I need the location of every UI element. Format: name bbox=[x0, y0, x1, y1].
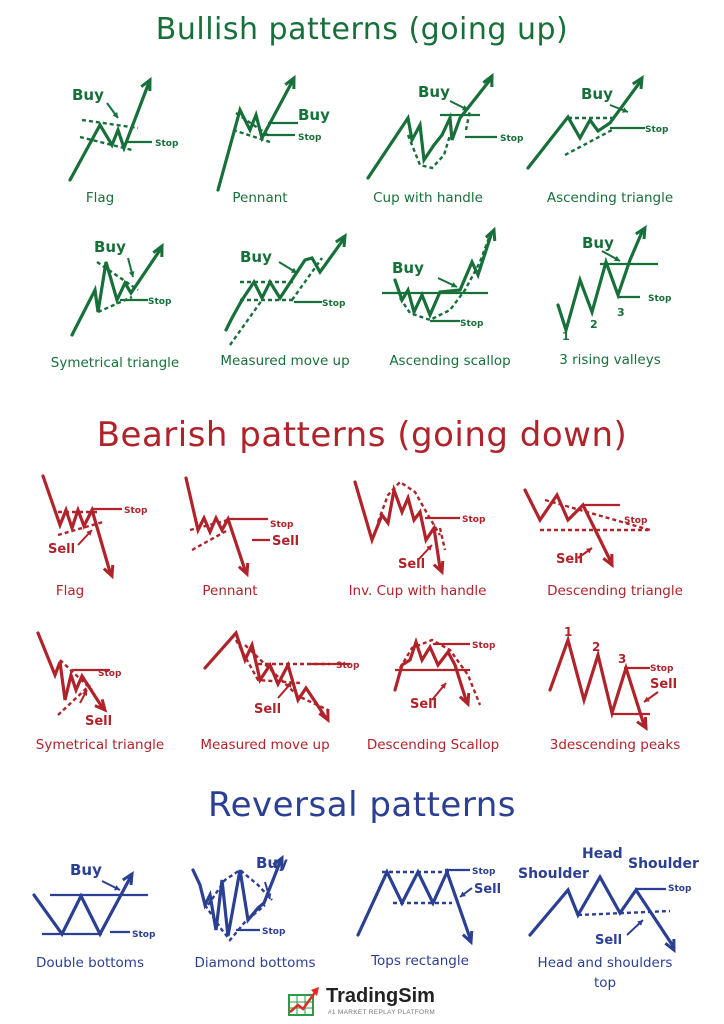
annotation-sell: Sell bbox=[410, 697, 437, 712]
brand-tagline: #1 MARKET REPLAY PLATFORM bbox=[328, 1009, 436, 1016]
annotation-stop: Stop bbox=[270, 520, 294, 530]
annotation-stop: Stop bbox=[668, 884, 692, 894]
annotation-1: 1 bbox=[564, 625, 572, 639]
annotation-stop: Stop bbox=[624, 516, 648, 526]
caption-bull-symmetrical-triangle: Symetrical triangle bbox=[50, 355, 180, 371]
pattern-sketch-bullish-5: Buy Stop bbox=[70, 238, 172, 337]
annotation-stop: Stop bbox=[132, 930, 156, 940]
pattern-sketch-bearish-16: 1 2 3 Stop Sell bbox=[548, 625, 677, 732]
bullish-section-title: Bullish patterns (going up) bbox=[155, 12, 569, 47]
pattern-sketch-reversal-19: Stop Sell bbox=[356, 867, 501, 946]
annotation-shoulder: Shoulder bbox=[518, 866, 589, 882]
annotation-sell: Sell bbox=[474, 882, 501, 897]
annotation-stop: Stop bbox=[462, 515, 486, 525]
caption-rev-double-bottoms: Double bottoms bbox=[36, 955, 144, 971]
annotation-3: 3 bbox=[617, 306, 625, 319]
pattern-sketch-bearish-12: Stop Sell bbox=[523, 488, 651, 569]
caption-bull-measured-move: Measured move up bbox=[220, 353, 350, 369]
annotation-head: Head bbox=[582, 846, 623, 862]
pattern-sketch-reversal-18: Buy Stop bbox=[191, 854, 288, 942]
annotation-stop: Stop bbox=[650, 664, 674, 674]
pattern-sketch-bearish-13: Stop Sell bbox=[36, 631, 122, 729]
annotation-stop: Stop bbox=[500, 134, 524, 144]
annotation-2: 2 bbox=[590, 318, 598, 331]
caption-rev-head-shoulders-line2: top bbox=[593, 975, 617, 991]
annotation-buy: Buy bbox=[298, 106, 330, 124]
annotation-sell: Sell bbox=[272, 534, 299, 549]
annotation-sell: Sell bbox=[595, 933, 622, 948]
annotation-stop: Stop bbox=[298, 133, 322, 143]
annotation-sell: Sell bbox=[48, 542, 75, 557]
chart-arrow-icon bbox=[288, 987, 319, 1016]
caption-rev-head-shoulders: Head and shoulders bbox=[537, 955, 673, 971]
caption-bear-descending-scallop: Descending Scallop bbox=[366, 737, 500, 753]
caption-bear-flag: Flag bbox=[55, 583, 85, 599]
annotation-sell: Sell bbox=[650, 677, 677, 692]
annotation-stop: Stop bbox=[645, 125, 669, 135]
annotation-sell: Sell bbox=[254, 702, 281, 717]
annotation-stop: Stop bbox=[322, 299, 346, 309]
annotation-1: 1 bbox=[562, 330, 570, 343]
annotation-2: 2 bbox=[592, 640, 600, 654]
annotation-buy: Buy bbox=[581, 85, 613, 103]
caption-bull-ascending-scallop: Ascending scallop bbox=[389, 353, 511, 369]
annotation-3: 3 bbox=[618, 652, 626, 666]
annotation-buy: Buy bbox=[94, 238, 126, 256]
annotation-stop: Stop bbox=[155, 139, 179, 149]
annotation-sell: Sell bbox=[398, 557, 425, 572]
reversal-section-title: Reversal patterns bbox=[208, 785, 516, 825]
pattern-sketch-bullish-4: Buy Stop bbox=[526, 75, 669, 170]
annotation-buy: Buy bbox=[70, 861, 102, 879]
caption-bull-rising-valleys: 3 rising valleys bbox=[559, 352, 661, 368]
caption-bear-inv-cup-handle: Inv. Cup with handle bbox=[348, 583, 487, 599]
caption-bear-measured-move: Measured move up bbox=[200, 737, 330, 753]
caption-bear-descending-triangle: Descending triangle bbox=[547, 583, 683, 599]
annotation-sell: Sell bbox=[556, 552, 583, 567]
annotation-stop: Stop bbox=[124, 506, 148, 516]
annotation-buy: Buy bbox=[256, 854, 288, 872]
bearish-section-title: Bearish patterns (going down) bbox=[96, 415, 628, 455]
annotation-stop: Stop bbox=[336, 661, 360, 671]
annotation-buy: Buy bbox=[72, 86, 104, 104]
annotation-stop: Stop bbox=[472, 867, 496, 877]
caption-rev-tops-rectangle: Tops rectangle bbox=[371, 953, 469, 969]
annotation-stop: Stop bbox=[648, 294, 672, 304]
pattern-sketch-bearish-15: Stop Sell bbox=[393, 636, 496, 712]
caption-bull-cup-handle: Cup with handle bbox=[373, 190, 483, 206]
annotation-stop: Stop bbox=[98, 669, 122, 679]
annotation-buy: Buy bbox=[392, 259, 424, 277]
annotation-buy: Buy bbox=[418, 83, 450, 101]
pattern-sketch-bearish-10: Stop Sell bbox=[184, 476, 299, 578]
caption-bull-pennant: Pennant bbox=[232, 190, 288, 206]
pattern-sketch-reversal-17: Buy Stop bbox=[32, 861, 156, 940]
pattern-sketch-bullish-3: Buy Stop bbox=[366, 72, 524, 180]
caption-bull-flag: Flag bbox=[85, 190, 115, 206]
tradingsim-logo: TradingSim #1 MARKET REPLAY PLATFORM bbox=[286, 985, 446, 1021]
caption-bear-symmetrical-triangle: Symetrical triangle bbox=[35, 737, 165, 753]
pattern-sketch-bullish-6: Buy Stop bbox=[224, 233, 347, 346]
caption-bear-pennant: Pennant bbox=[202, 583, 258, 599]
brand-name: TradingSim bbox=[326, 985, 435, 1007]
pattern-sketch-bullish-8: Buy Stop 1 2 3 bbox=[556, 225, 672, 343]
pattern-sketch-bullish-7: Buy Stop bbox=[382, 226, 497, 329]
annotation-buy: Buy bbox=[582, 234, 614, 252]
caption-bear-descending-peaks: 3descending peaks bbox=[549, 737, 681, 753]
annotation-buy: Buy bbox=[240, 248, 272, 266]
annotation-stop: Stop bbox=[148, 297, 172, 307]
pattern-sketch-bearish-14: Stop Sell bbox=[203, 629, 360, 724]
annotation-sell: Sell bbox=[85, 714, 112, 729]
annotation-shoulder: Shoulder bbox=[628, 856, 699, 872]
caption-bull-ascending-triangle: Ascending triangle bbox=[546, 190, 674, 206]
pattern-sketch-bearish-9: Sell Stop bbox=[41, 474, 148, 580]
caption-rev-diamond-bottoms: Diamond bottoms bbox=[194, 955, 316, 971]
annotation-stop: Stop bbox=[460, 319, 484, 329]
pattern-sketch-reversal-20: Head Shoulder Shoulder Stop Sell bbox=[518, 846, 699, 954]
pattern-sketch-bearish-11: Stop Sell bbox=[353, 480, 486, 576]
annotation-stop: Stop bbox=[262, 927, 286, 937]
pattern-sketch-bullish-1: Buy Stop bbox=[68, 76, 179, 182]
annotation-stop: Stop bbox=[472, 641, 496, 651]
pattern-sketch-bullish-2: Buy Stop bbox=[216, 74, 330, 192]
